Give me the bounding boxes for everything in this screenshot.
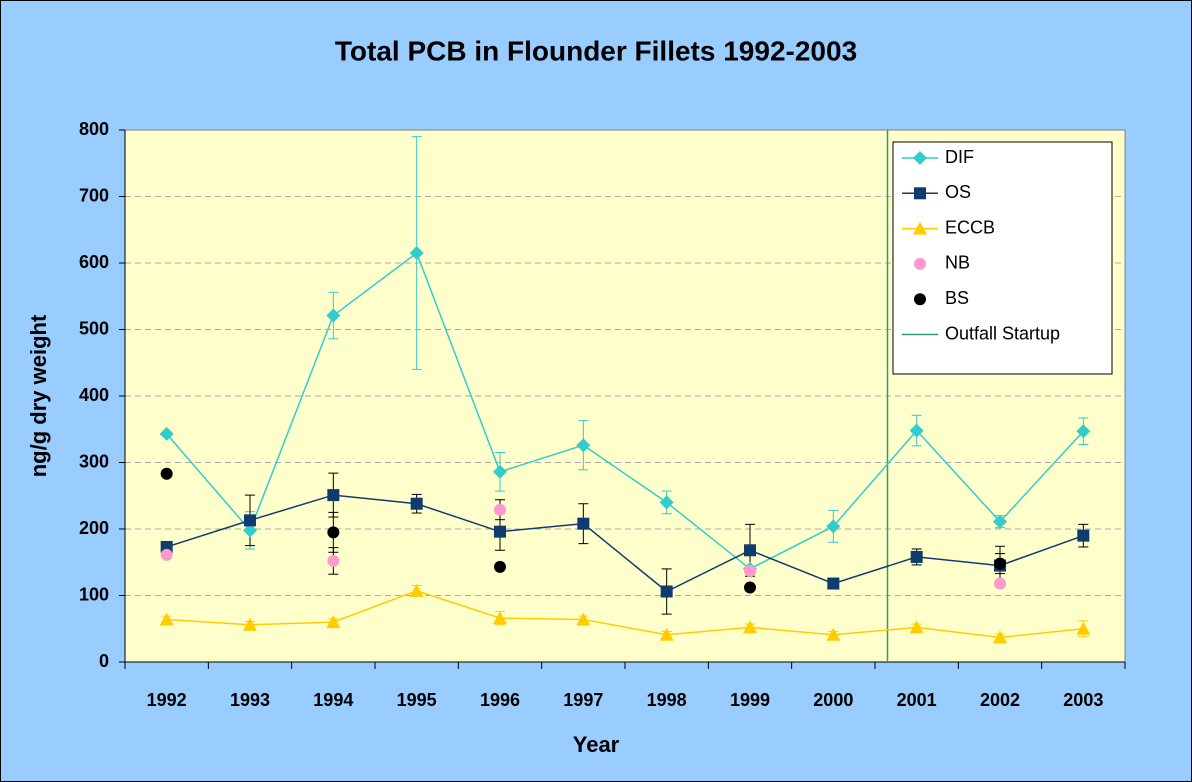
y-tick-label: 700 — [79, 185, 109, 205]
y-tick-label: 400 — [79, 385, 109, 405]
marker — [909, 423, 924, 438]
marker — [576, 612, 591, 626]
marker — [994, 577, 1006, 590]
marker — [576, 438, 591, 453]
x-tick-label: 1992 — [147, 690, 187, 710]
x-tick-label: 1998 — [647, 690, 687, 710]
y-tick-label: 0 — [99, 651, 109, 671]
marker — [827, 577, 840, 590]
y-tick-label: 300 — [79, 451, 109, 471]
marker — [493, 611, 507, 625]
marker — [743, 620, 757, 634]
y-tick-label: 100 — [79, 584, 109, 604]
series-line — [166, 251, 1084, 570]
x-tick-label: 2000 — [813, 690, 853, 710]
marker — [409, 583, 424, 597]
marker — [409, 246, 424, 261]
marker — [914, 257, 926, 270]
x-tick-label: 1997 — [563, 690, 603, 710]
marker — [159, 612, 174, 626]
legend-label: DIF — [945, 147, 974, 167]
marker — [243, 617, 257, 631]
x-tick-label: 1993 — [230, 690, 270, 710]
x-tick-label: 1996 — [480, 690, 520, 710]
chart-title: Total PCB in Flounder Fillets 1992-2003 — [335, 35, 857, 66]
marker — [914, 293, 926, 306]
marker — [660, 585, 673, 598]
marker — [494, 503, 506, 516]
marker — [243, 523, 257, 538]
marker — [327, 489, 340, 502]
marker — [659, 627, 674, 641]
marker — [1076, 424, 1091, 439]
marker — [993, 514, 1007, 529]
x-tick-label: 1995 — [397, 690, 437, 710]
marker — [910, 550, 923, 563]
marker — [410, 497, 423, 510]
marker — [494, 525, 506, 538]
marker — [909, 620, 924, 634]
legend-label: OS — [945, 182, 971, 202]
marker — [913, 151, 927, 165]
marker — [244, 514, 256, 527]
series-line — [166, 494, 1084, 593]
legend: DIF OS ECCB NB BS Outfall Startup — [892, 141, 1113, 375]
legend-label: NB — [945, 253, 970, 273]
y-tick-label: 200 — [79, 518, 109, 538]
y-tick-label: 800 — [79, 119, 109, 139]
marker — [744, 564, 756, 577]
series-line — [166, 590, 1084, 639]
legend-box — [892, 141, 1113, 375]
x-tick-label: 1994 — [313, 690, 353, 710]
marker — [993, 630, 1007, 644]
marker — [826, 627, 841, 641]
marker — [744, 544, 756, 557]
x-tick-label: 2003 — [1063, 690, 1103, 710]
marker — [160, 548, 173, 561]
marker — [326, 308, 341, 323]
marker — [1077, 529, 1090, 542]
marker — [913, 221, 927, 235]
marker — [577, 517, 590, 530]
marker — [326, 615, 341, 629]
marker — [914, 187, 926, 200]
legend-label: BS — [945, 288, 969, 308]
marker — [744, 581, 756, 594]
y-tick-label: 500 — [79, 318, 109, 338]
marker — [327, 526, 340, 539]
x-axis-label: Year — [573, 732, 620, 757]
marker — [659, 495, 674, 510]
y-tick-label: 600 — [79, 252, 109, 272]
y-axis-label: ng/g dry weight — [26, 314, 51, 477]
legend-label: ECCB — [945, 217, 995, 237]
marker — [327, 554, 340, 567]
marker — [494, 560, 506, 573]
marker — [1076, 621, 1091, 635]
legend-label: Outfall Startup — [945, 323, 1060, 343]
marker — [493, 464, 507, 479]
marker — [826, 519, 841, 534]
marker — [994, 557, 1006, 570]
marker — [159, 426, 174, 441]
marker — [160, 467, 173, 480]
x-tick-label: 2002 — [980, 690, 1020, 710]
x-tick-label: 1999 — [730, 690, 770, 710]
x-tick-label: 2001 — [897, 690, 937, 710]
